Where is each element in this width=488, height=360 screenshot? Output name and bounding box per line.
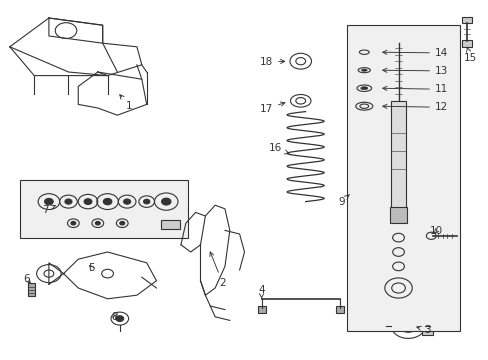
Text: 12: 12 bbox=[382, 102, 447, 112]
Text: 15: 15 bbox=[463, 47, 476, 63]
Ellipse shape bbox=[360, 87, 367, 90]
Text: 8: 8 bbox=[111, 312, 118, 322]
Bar bbox=[390, 101, 405, 209]
Circle shape bbox=[95, 221, 100, 225]
Circle shape bbox=[120, 221, 124, 225]
Text: 17: 17 bbox=[259, 102, 285, 114]
Circle shape bbox=[84, 199, 92, 204]
Text: 10: 10 bbox=[429, 226, 442, 236]
Circle shape bbox=[116, 316, 123, 321]
Bar bbox=[28, 283, 35, 296]
Text: 9: 9 bbox=[337, 194, 349, 207]
Bar bbox=[257, 306, 265, 313]
Bar bbox=[389, 207, 407, 223]
Circle shape bbox=[44, 198, 53, 205]
Text: 7: 7 bbox=[42, 204, 55, 215]
Bar bbox=[421, 317, 432, 335]
Ellipse shape bbox=[361, 69, 366, 72]
Bar bbox=[461, 17, 471, 23]
Text: 5: 5 bbox=[88, 263, 95, 273]
Text: 4: 4 bbox=[258, 285, 264, 298]
Text: 14: 14 bbox=[382, 48, 447, 58]
Text: 18: 18 bbox=[259, 57, 284, 67]
Circle shape bbox=[123, 199, 130, 204]
Circle shape bbox=[65, 199, 72, 204]
Circle shape bbox=[71, 221, 76, 225]
Bar bbox=[335, 306, 343, 313]
Text: 3: 3 bbox=[416, 325, 430, 336]
Text: 11: 11 bbox=[382, 84, 447, 94]
Text: 1: 1 bbox=[120, 95, 133, 111]
Text: 6: 6 bbox=[23, 274, 30, 284]
Text: 2: 2 bbox=[209, 252, 225, 288]
Circle shape bbox=[143, 199, 149, 204]
Bar bbox=[20, 180, 188, 238]
Text: 16: 16 bbox=[268, 143, 288, 154]
Bar bbox=[346, 25, 459, 331]
Circle shape bbox=[103, 198, 112, 205]
Bar bbox=[161, 220, 180, 229]
Circle shape bbox=[404, 323, 411, 329]
Circle shape bbox=[161, 198, 171, 205]
Text: 13: 13 bbox=[382, 66, 447, 76]
Bar bbox=[461, 40, 471, 47]
